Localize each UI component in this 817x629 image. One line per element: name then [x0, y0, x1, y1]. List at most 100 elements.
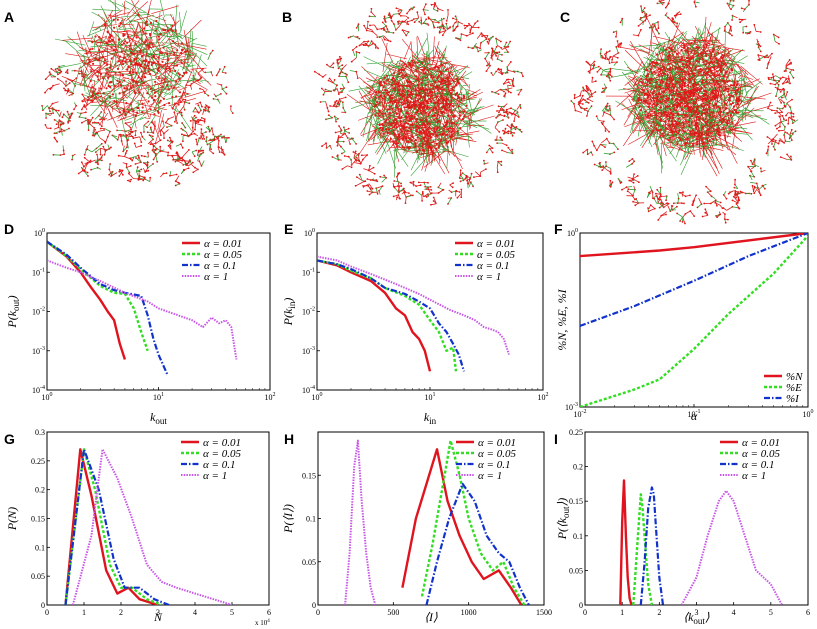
panel-label-c: C: [560, 9, 570, 25]
chart-panel-f: F 10-2 10-1 100 100 10-3 α %N, %E, %I %N%E%I: [554, 221, 814, 423]
legend-label: α = 0.05: [203, 448, 241, 460]
chart-panel-g: G 0 1 2 3 4 5 6 0 0.05 0.1 0.15 0.2 0.25 0.3 N P(N) x 10…: [4, 428, 271, 627]
legend-label: α = 0.05: [478, 448, 516, 460]
x-tick-label: 1: [620, 608, 624, 617]
series-line-1: [64, 448, 159, 605]
y-axis-label: P(kout): [5, 295, 21, 328]
series-line-2: [317, 259, 458, 372]
y-tick-label: 10-1: [302, 267, 315, 277]
series-line-2: [64, 448, 163, 605]
y-tick-label: 10-3: [32, 346, 45, 356]
y-tick-label: 0.1: [306, 515, 316, 524]
x-tick-label: 6: [806, 608, 810, 617]
series-line-3: [425, 482, 530, 605]
x-tick-label: 0: [316, 608, 320, 617]
series-line-3: [580, 233, 808, 327]
legend-label: α = 0.1: [477, 260, 509, 272]
x-tick-label: 0: [45, 608, 49, 617]
y-tick-label: 10-4: [32, 385, 45, 395]
series-line-3: [47, 240, 169, 375]
legend-label: α = 0.1: [742, 459, 774, 471]
y-tick-label: 0.2: [573, 463, 583, 472]
x-tick-label: 3: [156, 608, 160, 617]
legend-label: α = 0.01: [477, 238, 515, 250]
panel-label-i: I: [554, 431, 558, 447]
y-tick-label: 0.05: [31, 572, 45, 581]
legend-label: α = 1: [742, 470, 766, 482]
legend-label: α = 0.05: [204, 249, 242, 261]
y-tick-label: 0: [579, 601, 583, 610]
series-line-2: [47, 240, 149, 352]
x-tick-label: 0: [583, 608, 587, 617]
x-tick-label: 10-2: [574, 409, 587, 419]
y-tick-label: 100: [567, 228, 578, 238]
x-tick-label: 2: [657, 608, 661, 617]
panel-label-f: F: [554, 221, 563, 237]
legend-label: α = 0.05: [477, 249, 515, 261]
x-tick-label: 100: [42, 392, 53, 402]
y-tick-label: 0.05: [569, 566, 583, 575]
panel-label-b: B: [282, 9, 292, 25]
network-b: [313, 2, 524, 206]
y-tick-label: 0.1: [35, 543, 45, 552]
y-tick-label: 10-3: [302, 346, 315, 356]
legend-label: α = 0.1: [204, 260, 236, 272]
panel-label-e: E: [284, 221, 293, 237]
legend-label: α = 1: [204, 271, 228, 283]
series-line-2: [580, 234, 808, 407]
x-tick-label: 100: [803, 409, 814, 419]
y-axis-label: P(⟨I⟩): [281, 504, 295, 534]
legend-label: %E: [786, 382, 802, 394]
y-axis-label: %N, %E, %I: [555, 288, 569, 350]
legend-label: α = 0.01: [204, 238, 242, 250]
x-tick-label: 6: [267, 608, 271, 617]
x-tick-label: 101: [153, 392, 164, 402]
legend-label: α = 1: [203, 470, 227, 482]
y-tick-label: 10-4: [302, 385, 315, 395]
series-line-1: [401, 448, 523, 605]
y-tick-label: 0.05: [302, 558, 316, 567]
chart-panel-e: E 100 101 102 100 10-1 10-2 10-3 10-4 kin P(kin) α…: [281, 221, 549, 426]
chart-panel-i: I 0 1 2 3 4 5 6 0 0.05 0.1 0.15 0.2 0.25 ⟨kout⟩ P(⟨kou…: [554, 428, 810, 626]
legend-label: α = 0.01: [742, 437, 780, 449]
plot-frame: [579, 232, 809, 408]
x-tick-label: 500: [387, 608, 399, 617]
y-axis-label: P(⟨kout⟩): [555, 498, 571, 541]
legend-label: α = 0.1: [203, 459, 235, 471]
series-line-2: [632, 493, 654, 605]
x-tick-label: 1000: [461, 608, 477, 617]
x-tick-label: 101: [425, 392, 436, 402]
series-line-4: [47, 259, 238, 360]
x-axis-label: kin: [424, 410, 437, 426]
panel-label-a: A: [4, 9, 14, 25]
y-axis-label: P(N): [5, 507, 19, 531]
y-axis-label: P(kin): [281, 298, 297, 327]
y-tick-label: 10-2: [302, 307, 315, 317]
panel-label-h: H: [284, 431, 294, 447]
x-axis-label: kout: [150, 410, 167, 426]
legend-label: α = 0.01: [203, 437, 241, 449]
legend-label: %I: [786, 393, 800, 405]
y-tick-label: 0: [312, 601, 316, 610]
x-tick-label: 2: [119, 608, 123, 617]
y-tick-label: 10-2: [32, 307, 45, 317]
legend-label: α = 0.05: [742, 448, 780, 460]
legend-label: α = 1: [478, 470, 502, 482]
y-tick-label: 10-1: [32, 267, 45, 277]
x-tick-label: 1: [82, 608, 86, 617]
series-line-4: [680, 489, 783, 605]
series-line-1: [47, 240, 127, 360]
x-tick-label: 4: [193, 608, 197, 617]
y-tick-label: 0: [41, 601, 45, 610]
y-tick-label: 0.15: [569, 497, 583, 506]
y-tick-label: 0.25: [31, 457, 45, 466]
x-tick-label: 100: [312, 392, 323, 402]
legend-label: %N: [786, 371, 803, 383]
legend-label: α = 0.1: [478, 459, 510, 471]
y-tick-label: 100: [34, 228, 45, 238]
series-line-4: [71, 448, 233, 605]
y-tick-label: 100: [304, 228, 315, 238]
chart-panel-h: H 0 500 1000 1500 0 0.05 0.1 0.15 ⟨I⟩ P(⟨I⟩) α = 0…: [281, 431, 552, 624]
legend-label: α = 0.01: [478, 437, 516, 449]
